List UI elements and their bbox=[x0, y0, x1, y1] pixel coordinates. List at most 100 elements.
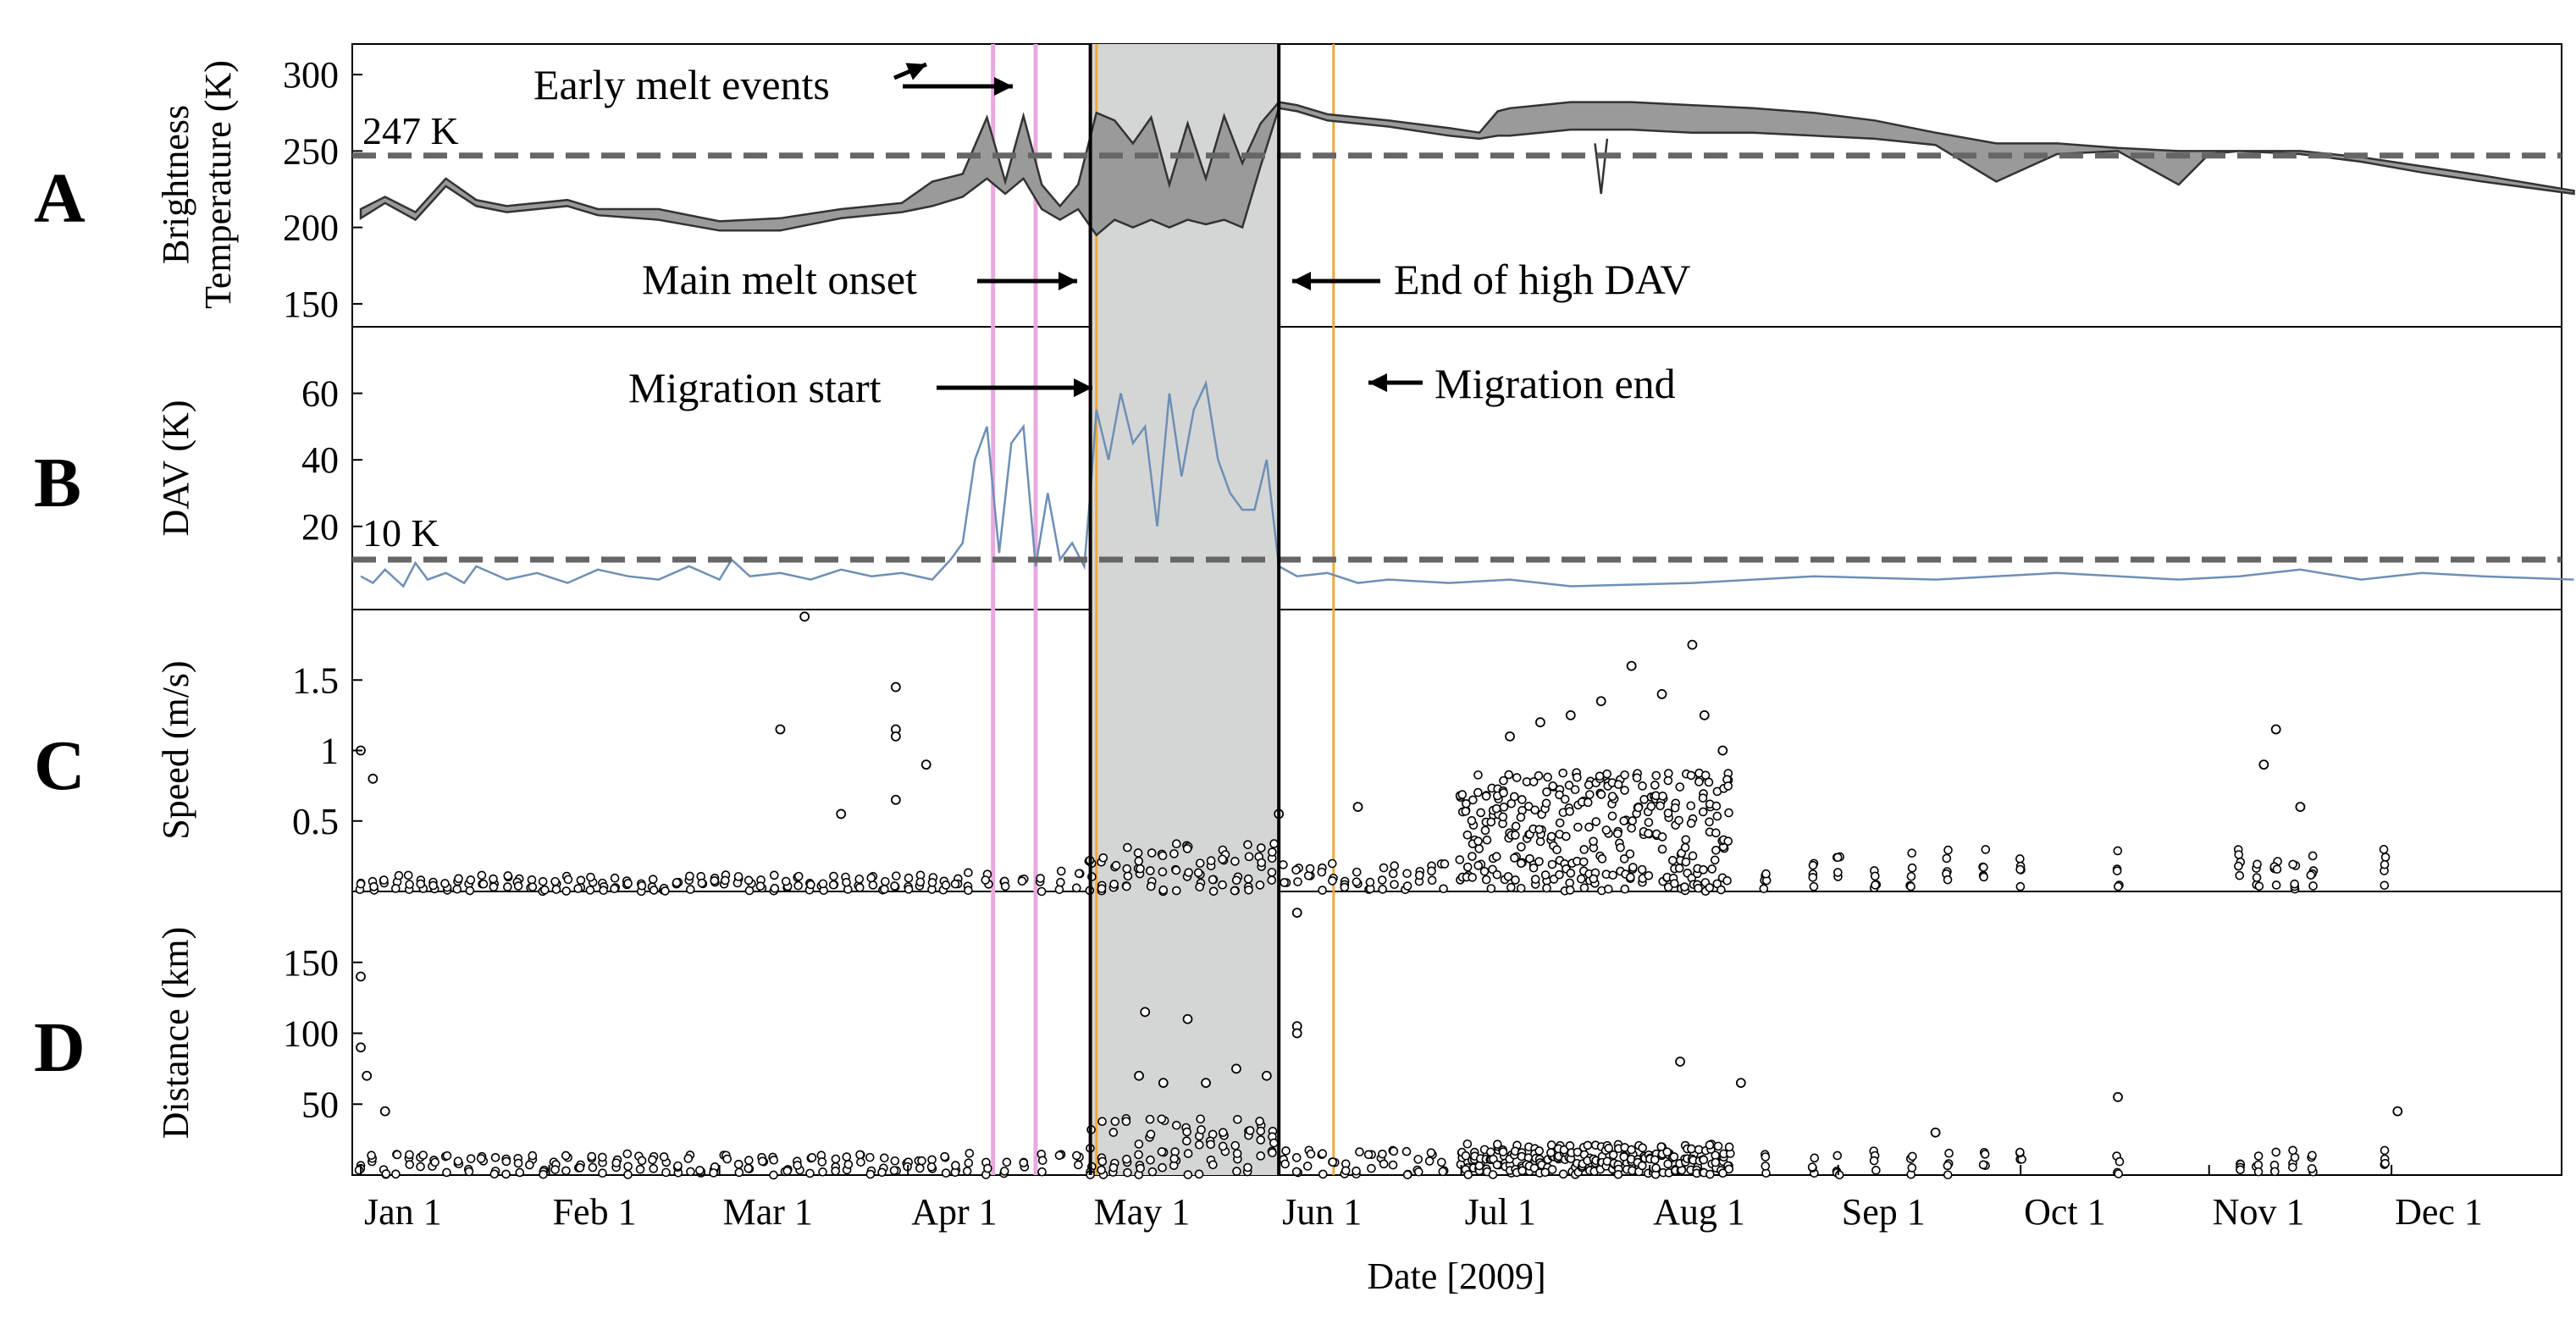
distance-outlier-point bbox=[1291, 908, 1302, 919]
speed-outlier-point bbox=[890, 731, 901, 742]
speed-point bbox=[576, 875, 586, 886]
speed-point bbox=[1542, 787, 1551, 797]
speed-point bbox=[733, 872, 744, 881]
speed-point bbox=[1564, 781, 1574, 790]
speed-point bbox=[599, 886, 608, 896]
distance-point bbox=[734, 1167, 744, 1178]
distance-point bbox=[1498, 1147, 1508, 1156]
distance-point bbox=[1705, 1169, 1715, 1179]
distance-point bbox=[1583, 1140, 1593, 1151]
speed-point bbox=[1122, 864, 1132, 874]
speed-point bbox=[454, 874, 463, 884]
speed-point bbox=[1907, 848, 1917, 858]
arrow-migration-start-head bbox=[1074, 378, 1092, 397]
speed-point bbox=[1462, 830, 1473, 840]
speed-point bbox=[2015, 854, 2025, 864]
speed-point bbox=[686, 885, 695, 894]
speed-point bbox=[649, 886, 659, 895]
distance-point bbox=[1182, 1127, 1191, 1137]
distance-point bbox=[1219, 1128, 1228, 1138]
speed-point bbox=[1981, 845, 1991, 854]
speed-point bbox=[1589, 836, 1598, 847]
xtick-label: Dec 1 bbox=[2395, 1191, 2483, 1233]
distance-point bbox=[769, 1170, 778, 1180]
distance-point bbox=[1074, 1160, 1083, 1170]
distance-point bbox=[515, 1167, 525, 1178]
distance-outlier-point bbox=[356, 1042, 366, 1053]
distance-point bbox=[964, 1158, 974, 1168]
arrow-early-melt-2-head bbox=[994, 77, 1013, 96]
speed-outlier-point bbox=[2270, 724, 2281, 735]
distance-point bbox=[722, 1154, 732, 1164]
speed-point bbox=[806, 880, 815, 890]
speed-point bbox=[781, 876, 791, 886]
speed-point bbox=[1620, 786, 1629, 795]
speed-point bbox=[1269, 839, 1279, 848]
speed-point bbox=[1907, 863, 1917, 873]
speed-point bbox=[1602, 769, 1612, 779]
distance-point bbox=[1687, 1144, 1696, 1154]
speed-point bbox=[2113, 846, 2123, 856]
speed-point bbox=[1585, 790, 1595, 799]
speed-point bbox=[2271, 880, 2281, 890]
speed-point bbox=[1327, 858, 1337, 869]
distance-point bbox=[744, 1163, 754, 1173]
speed-point bbox=[672, 878, 682, 887]
ytick-a-label: 150 bbox=[283, 284, 339, 325]
speed-point bbox=[1440, 859, 1450, 869]
distance-point bbox=[683, 1154, 694, 1163]
distance-point bbox=[1713, 1141, 1723, 1151]
speed-point bbox=[904, 885, 914, 894]
speed-point bbox=[1000, 881, 1010, 891]
speed-point bbox=[1208, 886, 1219, 897]
distance-point bbox=[965, 1148, 975, 1158]
speed-point bbox=[1195, 858, 1205, 868]
speed-point bbox=[1711, 846, 1721, 855]
speed-point bbox=[1716, 885, 1726, 895]
distance-point bbox=[1182, 1136, 1191, 1146]
speed-point bbox=[1122, 881, 1131, 891]
ytick-c-label: 1.5 bbox=[292, 659, 339, 701]
speed-point bbox=[403, 870, 413, 880]
speed-point bbox=[1123, 871, 1133, 881]
distance-outlier-point bbox=[1231, 1063, 1241, 1074]
distance-point bbox=[2236, 1165, 2245, 1175]
data-layer bbox=[352, 101, 2575, 1180]
distance-point bbox=[758, 1156, 767, 1167]
distance-point bbox=[1097, 1117, 1107, 1126]
distance-point bbox=[501, 1156, 511, 1167]
ylabel-b: DAV (K) bbox=[155, 400, 196, 537]
distance-point bbox=[442, 1151, 452, 1161]
speed-point bbox=[416, 879, 426, 889]
speed-point bbox=[1244, 885, 1253, 895]
speed-point bbox=[1390, 880, 1399, 890]
distance-point bbox=[1328, 1157, 1338, 1167]
distance-point bbox=[489, 1169, 500, 1179]
distance-point bbox=[1807, 1162, 1817, 1172]
ytick-b-label: 40 bbox=[301, 439, 339, 481]
speed-point bbox=[1637, 864, 1647, 875]
speed-point bbox=[1704, 777, 1714, 787]
distance-point bbox=[1134, 1150, 1143, 1160]
dav-series-line bbox=[360, 379, 2574, 588]
distance-point bbox=[1110, 1117, 1120, 1126]
distance-outlier-point bbox=[1930, 1127, 1941, 1138]
distance-point bbox=[1662, 1147, 1672, 1157]
speed-point bbox=[1595, 771, 1605, 781]
distance-point bbox=[818, 1167, 827, 1177]
speed-point bbox=[1809, 881, 1819, 891]
speed-point bbox=[1558, 768, 1568, 778]
speed-point bbox=[1566, 869, 1576, 878]
distance-point bbox=[1534, 1146, 1545, 1156]
speed-point bbox=[1619, 816, 1629, 825]
distance-point bbox=[1183, 1149, 1193, 1158]
distance-point bbox=[1341, 1166, 1351, 1176]
speed-point bbox=[2290, 879, 2299, 889]
distance-point bbox=[865, 1169, 876, 1179]
distance-point bbox=[926, 1162, 937, 1172]
distance-point bbox=[1302, 1162, 1313, 1171]
distance-point bbox=[2253, 1151, 2264, 1161]
distance-point bbox=[673, 1161, 683, 1171]
speed-point bbox=[1492, 869, 1502, 880]
speed-point bbox=[1439, 884, 1448, 894]
